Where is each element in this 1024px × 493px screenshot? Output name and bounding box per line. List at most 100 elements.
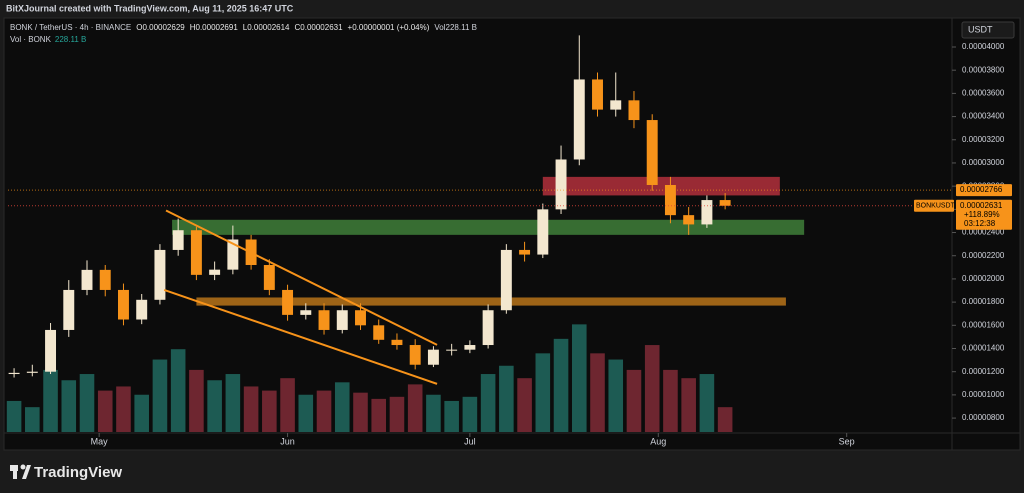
volume-bar — [681, 378, 696, 432]
candle-body — [63, 289, 75, 330]
candle-body — [263, 265, 275, 290]
volume-bar — [280, 378, 295, 432]
volume-bar — [480, 374, 496, 432]
candle-body — [646, 120, 658, 185]
legend-item: Vol228.11 B — [434, 23, 477, 32]
price-line-box — [956, 184, 1012, 197]
candle-body — [446, 349, 458, 351]
candle-body — [464, 345, 476, 350]
volume-bar — [79, 374, 95, 432]
candle-body — [409, 345, 421, 365]
volume-bar — [462, 396, 478, 432]
zone — [542, 176, 780, 196]
volume-bar — [389, 396, 405, 432]
legend-item: +0.00000001 (+0.04%) — [348, 23, 430, 32]
last-price-change: +118.89% — [964, 210, 1000, 219]
volume-bar — [517, 378, 532, 432]
volume-bar — [6, 400, 22, 432]
candle-body — [555, 159, 567, 210]
volume-bar — [626, 369, 642, 432]
footer — [0, 455, 1024, 493]
y-tick-label: 0.00004000 — [962, 42, 1005, 51]
legend-item: O0.00002629 — [136, 23, 185, 32]
legend-item: C0.00002631 — [295, 23, 344, 32]
candle-body — [172, 230, 184, 250]
volume-bar — [699, 374, 715, 432]
candle-body — [719, 200, 731, 206]
volume-bar — [316, 390, 332, 432]
volume-bar — [426, 394, 441, 432]
candle-body — [391, 339, 403, 346]
trendline — [163, 288, 438, 385]
candle-body — [282, 289, 294, 315]
volume-bar — [97, 390, 113, 432]
candle-body — [683, 215, 695, 225]
volume-bar — [608, 359, 624, 432]
y-tick-label: 0.00003800 — [962, 65, 1005, 74]
brand-logo — [10, 464, 31, 479]
y-tick-label: 0.00001600 — [962, 320, 1005, 329]
y-tick-label: 0.00002400 — [962, 228, 1005, 237]
x-tick-label: Sep — [839, 436, 855, 446]
volume-bar — [207, 380, 222, 432]
candle-body — [209, 269, 221, 275]
volume-bar — [590, 353, 605, 432]
volume-bar — [663, 369, 678, 432]
y-tick-label: 0.00003400 — [962, 112, 1005, 121]
volume-bar — [535, 353, 551, 432]
volume-bar — [644, 345, 660, 432]
candle-body — [628, 100, 640, 121]
candle-body — [99, 269, 111, 290]
legend-item: L0.00002614 — [243, 23, 290, 32]
volume-label: Vol · BONK — [10, 35, 52, 44]
candle-body — [701, 200, 713, 225]
x-tick-label: Aug — [650, 436, 666, 446]
volume-value: 228.11 B — [55, 35, 86, 44]
volume-bar — [553, 338, 569, 432]
legend: BONK / TetherUS · 4h · BINANCE O0.0000262… — [10, 23, 477, 32]
volume-bar — [334, 382, 350, 432]
last-price-label: 0.00002631 — [960, 201, 1003, 210]
volume-bar — [225, 374, 241, 432]
volume-bar — [189, 369, 204, 432]
volume-bar — [116, 386, 131, 432]
candle-body — [300, 310, 312, 315]
y-tick-label: 0.00003000 — [962, 158, 1005, 167]
volume-bar — [407, 384, 423, 432]
currency-box — [961, 21, 1015, 39]
brand: TradingView — [34, 464, 122, 481]
candle-body — [482, 310, 494, 346]
last-price-countdown: 03:12:38 — [964, 219, 996, 228]
candle-body — [573, 79, 585, 160]
y-tick-label: 0.00003200 — [962, 135, 1005, 144]
logo-part — [22, 465, 31, 479]
candle-body — [427, 349, 439, 365]
logo-part — [20, 464, 26, 470]
currency: USDT — [968, 24, 993, 34]
candle-body — [537, 209, 549, 255]
candle-body — [664, 184, 676, 216]
candle-body — [8, 372, 20, 375]
candle-body — [355, 310, 366, 326]
y-tick-label: 0.00002000 — [962, 274, 1005, 283]
candle-body — [336, 310, 348, 330]
volume-bar — [61, 380, 77, 432]
candle-body — [190, 230, 202, 275]
candle-body — [227, 239, 239, 270]
volume-bar — [243, 386, 259, 432]
candle-body — [519, 249, 531, 255]
y-tick-label: 0.00001200 — [962, 367, 1005, 376]
symbol-box — [914, 199, 954, 212]
y-tick-label: 0.00002200 — [962, 251, 1005, 260]
logo-part — [13, 465, 17, 479]
last-price-box — [956, 199, 1012, 230]
chart-title: BitXJournal created with TradingView.com… — [6, 3, 294, 13]
candle-body — [154, 249, 166, 300]
trendline — [165, 209, 438, 346]
volume-bar — [717, 407, 733, 432]
volume-bar — [152, 359, 168, 432]
symbol-label: BONKUSDT — [916, 203, 956, 210]
volume-bar — [571, 324, 587, 432]
volume-bar — [170, 349, 186, 432]
